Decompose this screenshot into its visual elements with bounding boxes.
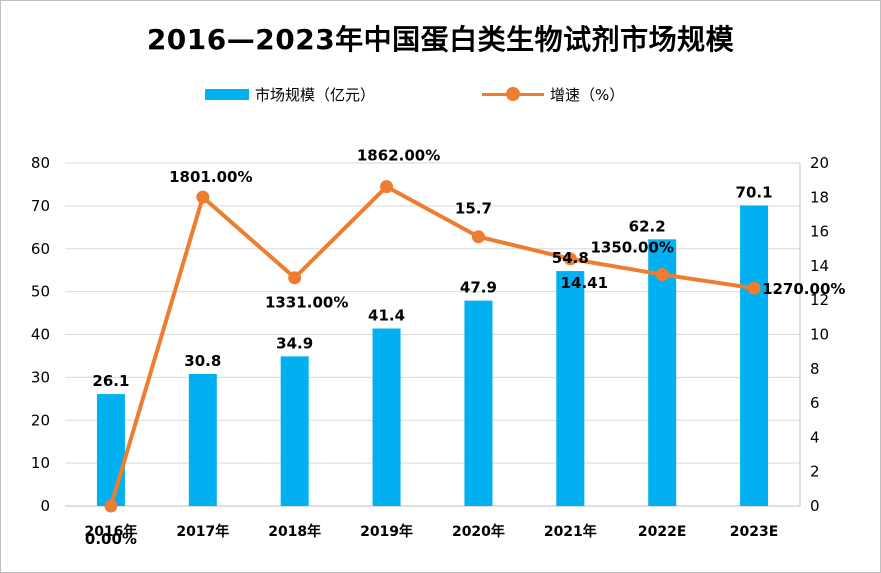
line-data-label: 1862.00% — [357, 147, 440, 165]
line-data-label: 14.41 — [561, 274, 608, 292]
bar-2020年 — [464, 300, 493, 506]
bar-data-label: 47.9 — [460, 279, 497, 297]
growth-point-2017年 — [196, 190, 210, 204]
bar-2022E — [648, 239, 677, 506]
legend-item-bar: 市场规模（亿元） — [205, 82, 375, 106]
growth-point-2023E — [747, 281, 761, 295]
x-tick-label: 2018年 — [268, 523, 321, 540]
bar-2021年 — [556, 271, 585, 506]
y-left-tick-label: 40 — [31, 326, 50, 344]
chart-title: 2016—2023年中国蛋白类生物试剂市场规模 — [146, 23, 735, 56]
growth-point-2020年 — [471, 230, 485, 244]
x-tick-label: 2021年 — [544, 523, 597, 540]
y-left-tick-label: 60 — [31, 240, 50, 258]
growth-point-2021年 — [563, 252, 577, 266]
growth-point-2019年 — [380, 180, 394, 194]
x-tick-label: 2023E — [730, 524, 779, 540]
y-right-tick-label: 0 — [810, 497, 820, 515]
legend-line-swatch — [482, 87, 544, 101]
bar-data-label: 34.9 — [276, 334, 313, 352]
y-left-tick-label: 70 — [31, 197, 50, 215]
bar-2023E — [740, 205, 769, 507]
x-tick-label: 2016年 — [84, 523, 137, 540]
bar-data-label: 70.1 — [736, 183, 773, 201]
bar-data-label: 62.2 — [629, 217, 666, 235]
legend-line-label: 增速（%） — [550, 85, 625, 104]
legend-bar-swatch — [205, 88, 249, 100]
y-right-tick-label: 18 — [810, 188, 829, 206]
y-right-tick-label: 14 — [810, 257, 829, 275]
y-right-tick-label: 20 — [810, 154, 829, 172]
bar-data-label: 54.8 — [552, 249, 589, 267]
growth-point-2022E — [655, 267, 669, 281]
line-data-label: 1801.00% — [169, 168, 252, 186]
x-tick-label: 2019年 — [360, 523, 413, 540]
y-left-tick-label: 80 — [31, 154, 50, 172]
line-data-label: 0.00% — [85, 530, 137, 548]
y-right-tick-label: 16 — [810, 223, 829, 241]
y-right-tick-label: 8 — [810, 360, 820, 378]
y-left-tick-label: 50 — [31, 283, 50, 301]
line-data-label: 15.7 — [455, 200, 492, 218]
y-right-tick-label: 2 — [810, 463, 820, 481]
x-tick-label: 2017年 — [176, 523, 229, 540]
growth-point-2018年 — [288, 271, 302, 285]
y-right-tick-label: 4 — [810, 428, 820, 446]
y-right-tick-label: 6 — [810, 394, 820, 412]
bar-2016年 — [96, 394, 125, 506]
growth-line — [109, 184, 755, 507]
legend-bar-label: 市场规模（亿元） — [255, 85, 376, 104]
y-left-tick-label: 30 — [31, 368, 50, 386]
chart-legend: 市场规模（亿元） 增速（%） — [0, 82, 881, 106]
growth-point-2016年 — [104, 499, 118, 513]
line-data-label: 1331.00% — [265, 294, 348, 312]
y-right-tick-label: 12 — [810, 291, 829, 309]
y-left-tick-label: 0 — [40, 497, 50, 515]
bar-data-label: 30.8 — [184, 352, 221, 370]
legend-item-line: 增速（%） — [482, 82, 624, 106]
bar-2018年 — [280, 356, 309, 506]
bar-2019年 — [372, 328, 401, 506]
y-left-tick-label: 20 — [31, 411, 50, 429]
x-tick-label: 2022E — [638, 524, 687, 540]
y-right-tick-label: 10 — [810, 326, 829, 344]
x-tick-label: 2020年 — [452, 523, 505, 540]
bar-2017年 — [188, 373, 217, 506]
y-left-tick-label: 10 — [31, 454, 50, 472]
bar-data-label: 26.1 — [92, 372, 129, 390]
line-data-label: 1270.00% — [762, 280, 845, 298]
line-data-label: 1350.00% — [591, 238, 674, 256]
bar-data-label: 41.4 — [368, 306, 405, 324]
